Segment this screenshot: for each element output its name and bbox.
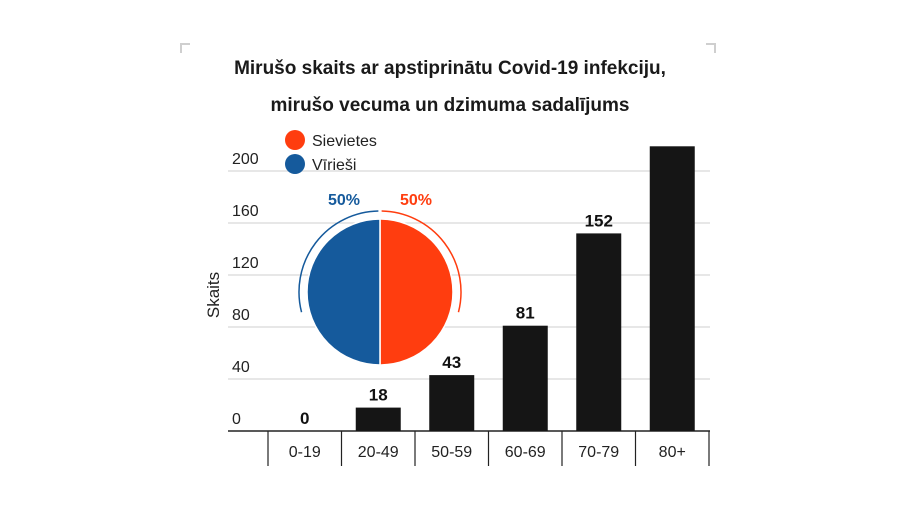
pie-bracket (381, 210, 462, 313)
y-tick-label: 80 (232, 307, 250, 324)
x-tick-label: 0-19 (289, 444, 321, 461)
y-tick-label: 40 (232, 359, 250, 376)
x-tick-label: 80+ (659, 444, 686, 461)
y-tick-label: 160 (232, 203, 259, 220)
x-tick-label: 50-59 (431, 444, 472, 461)
pie-percent-label: 50% (328, 192, 360, 209)
pie-bracket (298, 210, 379, 313)
bar-value-label: 81 (516, 304, 535, 323)
y-tick-label: 0 (232, 411, 241, 428)
pie-percent-label: 50% (400, 192, 432, 209)
legend-marker-Sievietes (285, 130, 305, 150)
bar-value-label: 0 (300, 409, 309, 428)
x-tick-label: 70-79 (578, 444, 619, 461)
legend-marker-Vīrieši (285, 154, 305, 174)
bar-70-79 (576, 233, 622, 431)
chart-title-line-1: Mirušo skaits ar apstiprinātu Covid-19 i… (234, 58, 666, 79)
x-tick-label: 60-69 (505, 444, 546, 461)
y-tick-label: 120 (232, 255, 259, 272)
pie-slice-Sievietes (379, 218, 454, 366)
bar-80+ (649, 146, 695, 432)
bar-20-49 (355, 407, 401, 431)
chart-title-line-2: mirušo vecuma un dzimuma sadalījums (270, 95, 630, 116)
y-tick-label: 200 (232, 151, 259, 168)
legend-label: Vīrieši (312, 157, 356, 174)
corner-mark-top-left (180, 43, 190, 53)
bar-60-69 (502, 325, 548, 431)
bar-value-label: 18 (369, 386, 388, 405)
bar-value-label: 152 (585, 211, 613, 230)
bar-50-59 (429, 375, 475, 431)
y-axis-label: Skaits (204, 272, 223, 318)
x-tick-label: 20-49 (358, 444, 399, 461)
legend-label: Sievietes (312, 133, 377, 150)
pie-slice-Vīrieši (306, 218, 381, 366)
bar-value-label: 43 (442, 353, 461, 372)
corner-mark-top-right (706, 43, 716, 53)
